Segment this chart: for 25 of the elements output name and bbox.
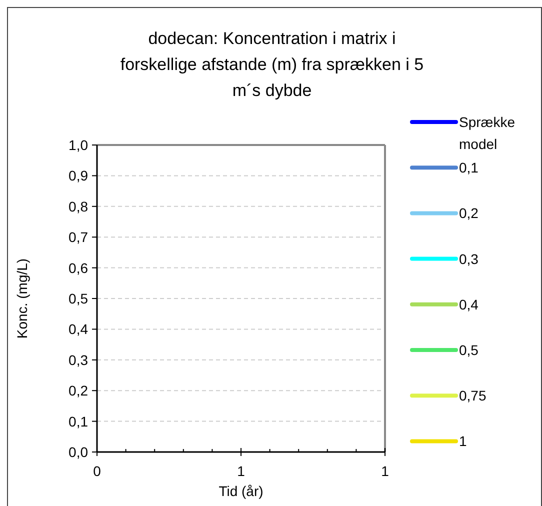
y-tick-label: 0,7 bbox=[68, 229, 88, 246]
y-tick-label: 0,4 bbox=[68, 321, 88, 338]
x-tick-label: 1 bbox=[381, 463, 390, 479]
y-tick-label: 0,6 bbox=[68, 260, 88, 276]
x-tick-label: 0 bbox=[93, 463, 102, 479]
y-tick-label: 0,0 bbox=[68, 444, 88, 460]
y-tick-label: 0,2 bbox=[68, 382, 88, 399]
legend-label: 0,4 bbox=[459, 296, 479, 312]
y-tick-label: 1,0 bbox=[68, 137, 88, 153]
x-axis-title: Tid (år) bbox=[218, 483, 264, 499]
y-tick-label: 0,1 bbox=[68, 413, 88, 430]
y-tick-label: 0,9 bbox=[68, 168, 88, 184]
y-axis-title: Konc. (mg/L) bbox=[14, 258, 30, 339]
legend-label: 0,75 bbox=[459, 388, 486, 404]
chart-title: dodecan: Koncentration i matrix i forskellige afstande (m) fra sprækken i 5 m´s dybde bbox=[120, 29, 424, 100]
legend-label: 0,2 bbox=[459, 205, 479, 222]
legend-label: 0,5 bbox=[459, 342, 479, 358]
legend-label: 0,1 bbox=[459, 160, 479, 176]
x-tick-label: 1 bbox=[237, 463, 246, 479]
y-tick-label: 0,5 bbox=[68, 290, 88, 306]
y-tick-label: 0,3 bbox=[68, 352, 88, 368]
legend-label: 1 bbox=[459, 433, 467, 450]
legend-label: 0,3 bbox=[459, 250, 479, 267]
y-tick-label: 0,8 bbox=[68, 198, 88, 214]
legend-label: Sprække model bbox=[459, 114, 516, 152]
